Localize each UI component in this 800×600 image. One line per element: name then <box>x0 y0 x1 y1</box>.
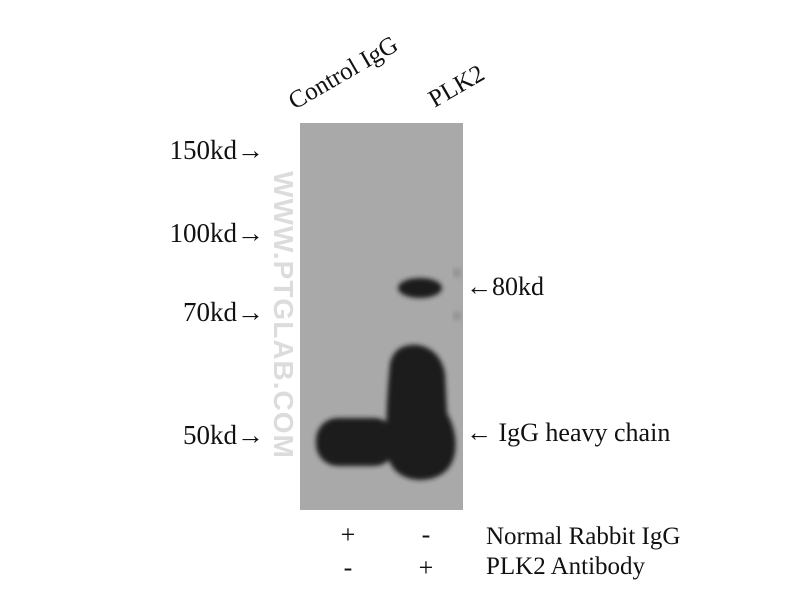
faint-spot <box>453 312 461 320</box>
marker-150kd: 150kd→ <box>169 135 265 165</box>
faint-spot <box>453 269 461 277</box>
marker-50kd: 50kd→ <box>183 420 264 450</box>
lane-label-plk2: PLK2 <box>424 59 490 114</box>
band-80kd <box>398 278 442 298</box>
sign-plk2-ab-plk2: + <box>418 553 434 582</box>
watermark: WWW.PTGLAB.COM <box>268 171 299 459</box>
marker-70kd: 70kd→ <box>183 297 264 327</box>
band-label-80kd: ←80kd <box>466 272 544 301</box>
lane-label-control-igg: Control IgG <box>284 30 403 116</box>
sign-normal-igg-plk2: - <box>421 520 431 549</box>
sign-plk2-ab-control: - <box>343 553 353 582</box>
sign-normal-igg-control: + <box>340 520 356 549</box>
marker-100kd: 100kd→ <box>169 218 265 248</box>
band-label-igg-heavy-chain: ← IgG heavy chain <box>466 418 671 447</box>
band-igg-heavy-chain-plk2 <box>386 344 456 480</box>
condition-normal-rabbit-igg: Normal Rabbit IgG <box>486 523 681 550</box>
band-igg-heavy-chain-control <box>316 418 396 466</box>
condition-plk2-antibody: PLK2 Antibody <box>486 553 646 580</box>
blot-membrane <box>300 123 463 510</box>
